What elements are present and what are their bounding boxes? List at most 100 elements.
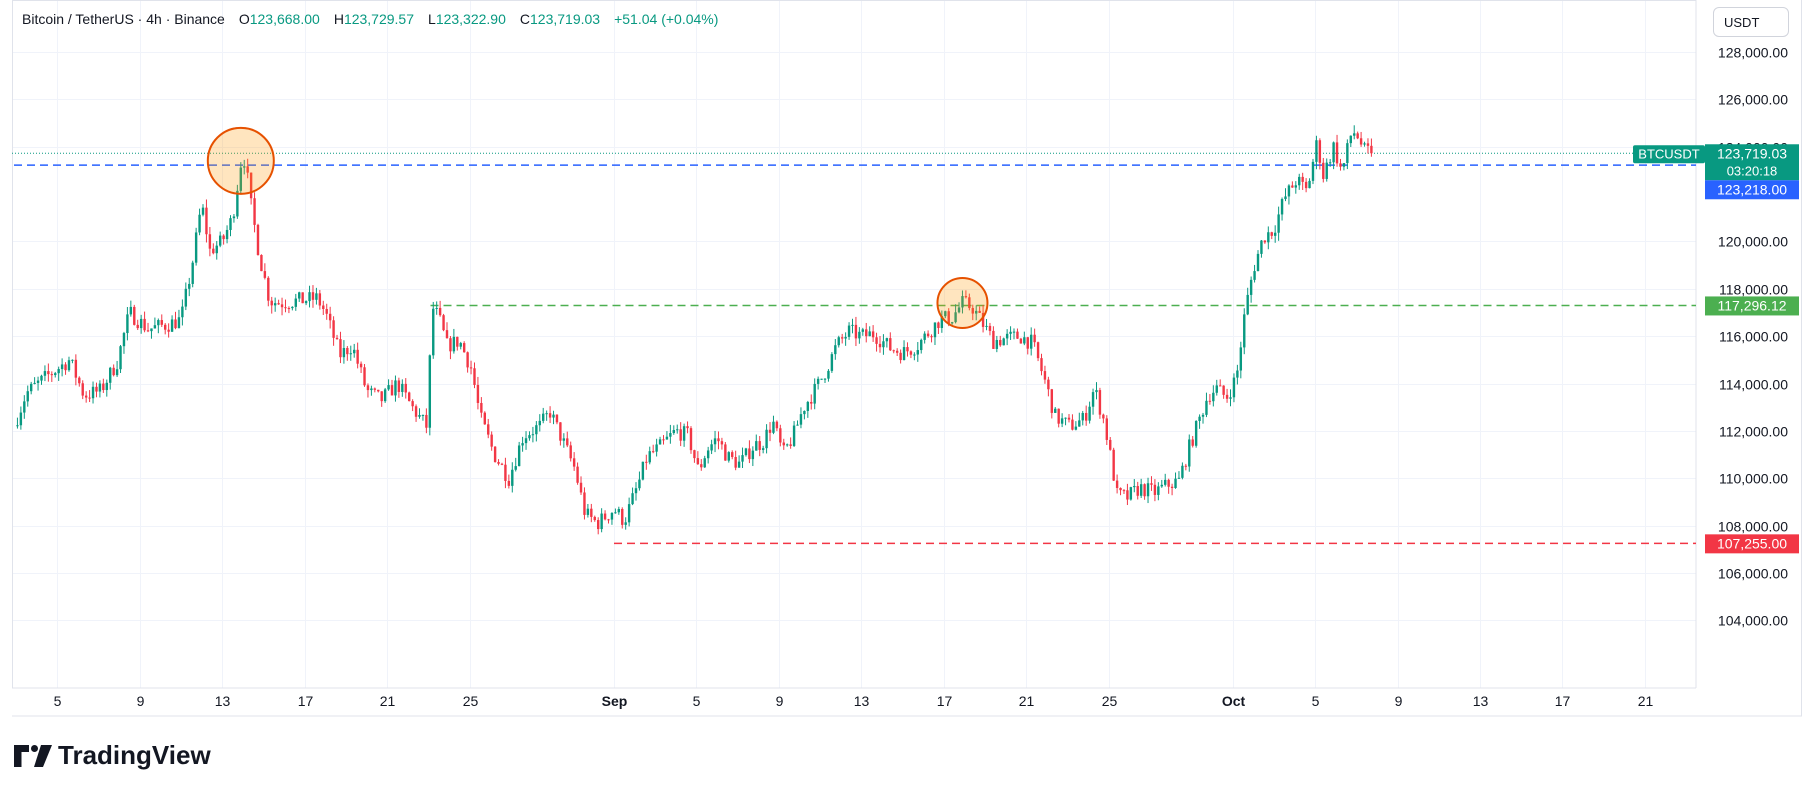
last-price-box [1705,144,1799,181]
candle-body [682,426,686,441]
open-label: O [238,11,250,27]
candle-body [882,341,885,348]
candle-body [308,292,311,302]
candle-body [476,384,480,403]
candle-body [1057,408,1060,424]
high-value: 123,729.57 [343,11,415,27]
candle-body [397,380,401,392]
candle-body [1029,334,1033,349]
candle-body [256,224,260,255]
candle-body [837,337,840,346]
candle-body [452,336,456,352]
red-level-label: 107,255.00 [1717,535,1787,551]
time-axis[interactable]: 5 9 13 17 21 25 Sep 5 9 13 17 21 25 Oct 5 9 13 17 21 [54,693,1654,709]
candle-body [1353,133,1356,136]
candle-body [401,383,404,392]
y-tick-label: 128,000.00 [1718,45,1788,61]
candle-body [930,336,933,338]
candle-body [1119,487,1122,491]
candle-body [631,493,634,505]
candle-body [414,406,418,417]
candle-body [325,308,328,314]
candle-body [160,320,163,325]
highlight-circle [206,126,275,195]
candle-body [74,359,78,378]
candle-body [181,306,184,318]
candle-body [43,371,47,376]
candle-body [91,386,95,399]
candle-body [1084,412,1088,421]
candle-body [280,304,284,308]
candle-body [1249,279,1253,295]
candle-body [139,318,143,329]
y-tick-label: 116,000.00 [1719,329,1788,345]
candle-body [1019,338,1023,344]
candle-body [988,325,992,331]
candle-body [827,370,830,379]
candle-body [1078,420,1081,427]
candle-body [1122,490,1126,492]
candle-body [346,348,349,355]
candle-body [88,397,91,399]
candle-body [232,216,236,219]
currency-button[interactable]: USDT [1713,7,1789,37]
candle-body [390,385,394,396]
candle-body [57,369,60,374]
candle-body [377,389,380,392]
candle-body [129,306,133,315]
x-tick-label: 25 [1102,693,1118,709]
candle-body [844,336,847,339]
candle-body [579,482,583,493]
candle-body [1356,133,1359,139]
candle-body [830,354,834,371]
candle-body [239,167,243,191]
candle-body [277,303,280,305]
candle-body [710,444,713,451]
candle-body [164,324,167,330]
x-tick-label: 17 [1555,693,1571,709]
candle-body [651,451,655,453]
candle-body [706,450,710,459]
symbol-title[interactable]: Bitcoin / TetherUS · 4h · Binance [22,11,225,27]
x-tick-label: 21 [1019,693,1035,709]
candle-body [1232,377,1236,398]
candle-body [806,401,810,411]
horizontal-levels[interactable] [12,152,1696,545]
candle-body [669,433,672,437]
tradingview-logo[interactable]: TradingView [14,740,211,771]
candle-body [1033,334,1036,343]
candle-body [524,438,528,444]
candle-body [1164,479,1167,485]
candle-body [1129,487,1133,500]
candle-body [772,421,775,433]
candle-body [1177,477,1181,479]
candle-body [514,466,517,470]
candle-body [803,410,806,415]
candle-body [78,377,81,384]
candle-body [765,429,768,449]
candle-body [201,207,205,215]
candle-body [583,492,586,515]
candle-body [315,293,318,300]
candle-body [521,443,524,446]
candle-body [648,451,651,463]
candle-body [1267,232,1270,243]
candle-body [920,339,923,351]
candle-body [865,329,868,337]
highlight-circles[interactable] [206,126,989,329]
x-tick-label: 17 [937,693,953,709]
candle-body [284,307,287,309]
candle-body [696,458,700,465]
candle-body [236,190,239,217]
candle-body [167,329,170,332]
candle-body [950,322,954,324]
price-axis[interactable]: 104,000.00 106,000.00 108,000.00 110,000.00… [1718,45,1788,629]
candle-body [449,338,452,352]
blue-level-label: 123,218.00 [1717,181,1787,197]
candle-body [1270,232,1273,236]
candle-body [143,318,146,331]
candle-body [33,382,36,384]
candle-body [1091,392,1095,407]
candle-body [1112,449,1115,481]
